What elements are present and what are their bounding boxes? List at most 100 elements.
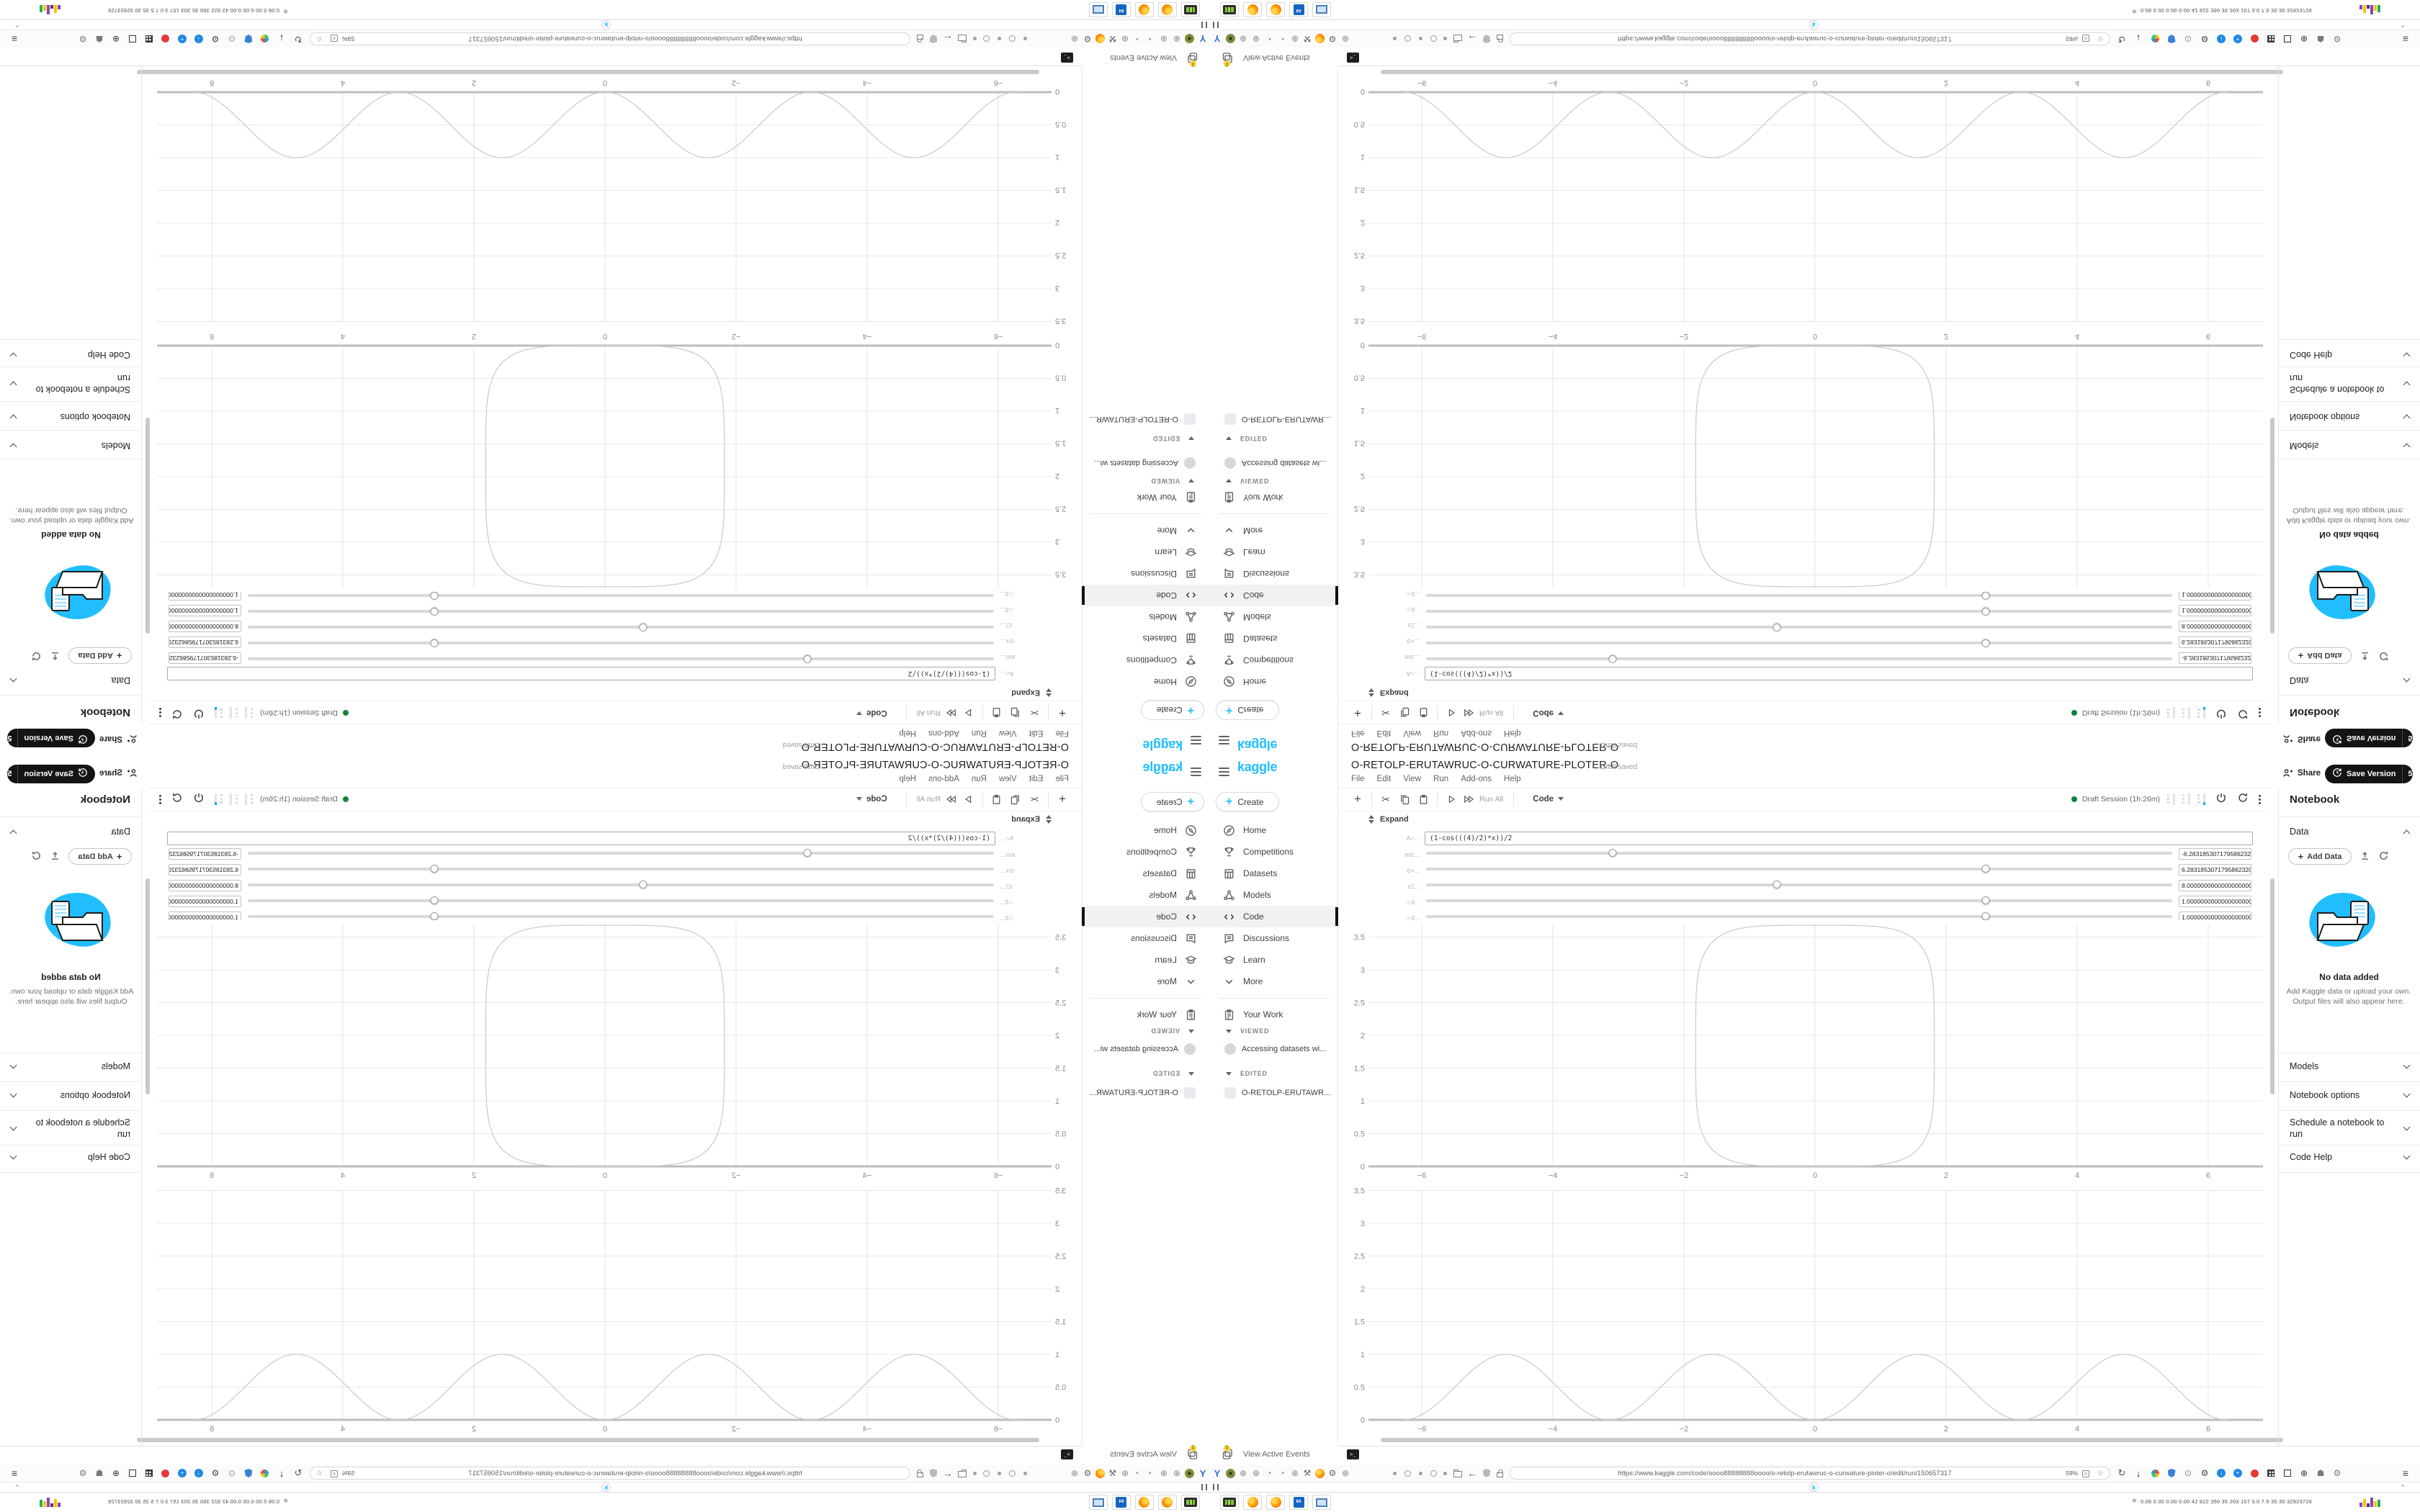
edited-item[interactable]: O-RETOLP-ERUTAWR... — [1082, 1084, 1210, 1102]
lock-icon[interactable] — [915, 33, 926, 45]
slider-thumb[interactable] — [803, 655, 812, 663]
formula-input[interactable]: (1-cos(((4)/2)*x))/2 — [167, 832, 995, 845]
slider-thumb[interactable] — [639, 624, 647, 631]
slider-track[interactable] — [248, 639, 994, 647]
menu-addons[interactable]: Add-ons — [928, 729, 959, 737]
profile-icon[interactable] — [1224, 33, 1236, 45]
run-cell-button[interactable] — [962, 793, 975, 806]
run-all-icon[interactable] — [1462, 793, 1475, 806]
slider-value-input[interactable]: 1.0000000000000000000 — [2179, 605, 2251, 616]
colorful-extension-icon[interactable] — [259, 33, 271, 45]
panel-section-code-help[interactable]: Code Help — [2290, 1152, 2411, 1162]
radio-dot-icon[interactable] — [1020, 1467, 1031, 1479]
menu-edit[interactable]: Edit — [1376, 775, 1392, 783]
run-cell-button[interactable] — [962, 706, 975, 719]
slider-track[interactable] — [1426, 608, 2172, 616]
sidebar-item-datasets[interactable]: Datasets — [1082, 628, 1210, 649]
shield-extension-icon[interactable] — [243, 33, 254, 45]
pause-bars-icon[interactable] — [1213, 22, 1219, 28]
upload-data-icon[interactable] — [50, 850, 60, 865]
sidebar-item-more[interactable]: More — [1082, 520, 1210, 541]
collapse-chevron[interactable]: ^ — [2401, 1483, 2405, 1490]
kebab-menu-icon[interactable] — [2258, 793, 2263, 806]
sidebar-item-home[interactable]: Home — [1082, 819, 1210, 841]
download-icon[interactable]: ↓ — [279, 33, 284, 45]
slider-thumb[interactable] — [1981, 639, 1990, 647]
slider-value-input[interactable]: 8.0000000000000000000 — [169, 621, 241, 632]
slider-value-input[interactable]: -6.283185307179586232 — [2179, 652, 2251, 664]
slider-thumb[interactable] — [1773, 881, 1781, 888]
menu-file[interactable]: File — [1055, 729, 1069, 737]
kaggle-tab-favicon[interactable]: k — [601, 20, 611, 30]
notebook-title[interactable]: O-RETOLP-ERUTAWRUC-O-CURWATURE-PLOTER-O — [1351, 760, 1619, 771]
vertical-scrollbar[interactable] — [145, 418, 150, 634]
slider-value-input[interactable]: -6.283185307179586232 — [2179, 848, 2251, 860]
globe-dark-icon[interactable]: ⊕ — [112, 34, 120, 44]
collapse-chevron[interactable]: ^ — [15, 1483, 19, 1490]
view-active-events-button[interactable]: 1 View Active Events — [1082, 48, 1210, 68]
sync-extension-icon[interactable]: ↓ — [2215, 33, 2227, 45]
gear-icon[interactable]: ⚙ — [1328, 34, 1337, 44]
taskbar-firefox-icon[interactable] — [1243, 1495, 1262, 1510]
slider-thumb[interactable] — [1981, 896, 1990, 904]
radio-dot-icon[interactable] — [1389, 33, 1400, 45]
globe-icon[interactable]: ⊕ — [1291, 1468, 1299, 1478]
kebab-menu-icon[interactable] — [157, 707, 162, 719]
version-count[interactable]: 5 — [2408, 770, 2413, 778]
refresh-data-icon[interactable] — [31, 850, 42, 865]
sidebar-item-competitions[interactable]: Competitions — [1210, 649, 1338, 671]
expand-control[interactable]: Expand — [1368, 688, 1409, 697]
refresh-data-icon[interactable] — [2378, 850, 2389, 865]
run-all-label[interactable]: Run All — [916, 795, 941, 804]
slider-track[interactable] — [1426, 881, 2172, 888]
viewed-heading-row[interactable]: VIEWED — [1210, 475, 1338, 487]
taskbar-system-monitor-icon[interactable] — [1220, 1495, 1239, 1510]
slider-track[interactable] — [1426, 849, 2172, 857]
notebook-title[interactable]: O-RETOLP-ERUTAWRUC-O-CURWATURE-PLOTER-O — [801, 741, 1069, 752]
slider-value-input[interactable]: 6.2831853071795862320 — [169, 636, 241, 648]
menu-hamburger-icon[interactable]: ≡ — [2402, 1467, 2409, 1479]
add-cell-button[interactable]: + — [1354, 706, 1361, 720]
back-arrow-icon[interactable]: ← — [943, 33, 953, 45]
run-all-icon[interactable] — [945, 793, 958, 806]
record-icon[interactable] — [160, 33, 171, 45]
sidebar-item-datasets[interactable]: Datasets — [1082, 863, 1210, 884]
globe-icon[interactable]: ⊕ — [1239, 34, 1247, 44]
panel-section-models[interactable]: Models — [2290, 1061, 2411, 1071]
slider-thumb[interactable] — [430, 896, 439, 904]
expand-control[interactable]: Expand — [1368, 815, 1409, 824]
upload-data-icon[interactable] — [2360, 647, 2370, 662]
hamburger-menu-icon[interactable] — [1219, 765, 1229, 778]
viewed-heading-row[interactable]: VIEWED — [1082, 1025, 1210, 1037]
panel-section-notebook-options[interactable]: Notebook options — [2290, 412, 2411, 422]
panel-section-notebook-options[interactable]: Notebook options — [9, 412, 130, 422]
taskbar-display-icon[interactable] — [1312, 2, 1331, 17]
cell-type-dropdown[interactable]: Code — [1533, 708, 1564, 717]
kaggle-logo[interactable]: kaggle — [1237, 760, 1278, 774]
sidebar-item-learn[interactable]: Learn — [1210, 541, 1338, 563]
panel-section-data[interactable]: Data — [2290, 827, 2411, 837]
run-all-icon[interactable] — [1462, 706, 1475, 719]
slider-track[interactable] — [248, 624, 994, 631]
edited-heading-row[interactable]: EDITED — [1082, 1068, 1210, 1079]
globe-icon[interactable]: ⊕ — [1173, 1468, 1181, 1478]
horizontal-scrollbar[interactable] — [137, 1438, 1039, 1442]
console-button[interactable]: >_ — [1347, 53, 1359, 63]
sidebar-item-discussions[interactable]: Discussions — [1082, 563, 1210, 585]
gear-icon[interactable]: ⚙ — [2333, 34, 2341, 44]
grid-extension-icon[interactable] — [143, 1467, 155, 1479]
slider-value-input[interactable]: 6.2831853071795862320 — [2179, 864, 2251, 876]
sidebar-item-code[interactable]: Code — [1210, 585, 1338, 606]
taskbar-system-monitor-icon[interactable] — [1181, 2, 1200, 17]
panel-section-code-help[interactable]: Code Help — [9, 350, 130, 360]
radio-icon[interactable] — [1007, 33, 1018, 45]
vertical-scrollbar[interactable] — [145, 878, 150, 1094]
panel-section-models[interactable]: Models — [2290, 441, 2411, 451]
gear-icon[interactable]: ⚙ — [1083, 34, 1092, 44]
slider-track[interactable] — [248, 912, 994, 920]
hamburger-menu-icon[interactable] — [1219, 734, 1229, 747]
paste-cell-button[interactable] — [1417, 793, 1430, 806]
radio-dot-icon[interactable] — [1439, 1467, 1451, 1479]
create-button[interactable]: + Create — [1216, 701, 1279, 720]
menu-view[interactable]: View — [998, 775, 1017, 783]
